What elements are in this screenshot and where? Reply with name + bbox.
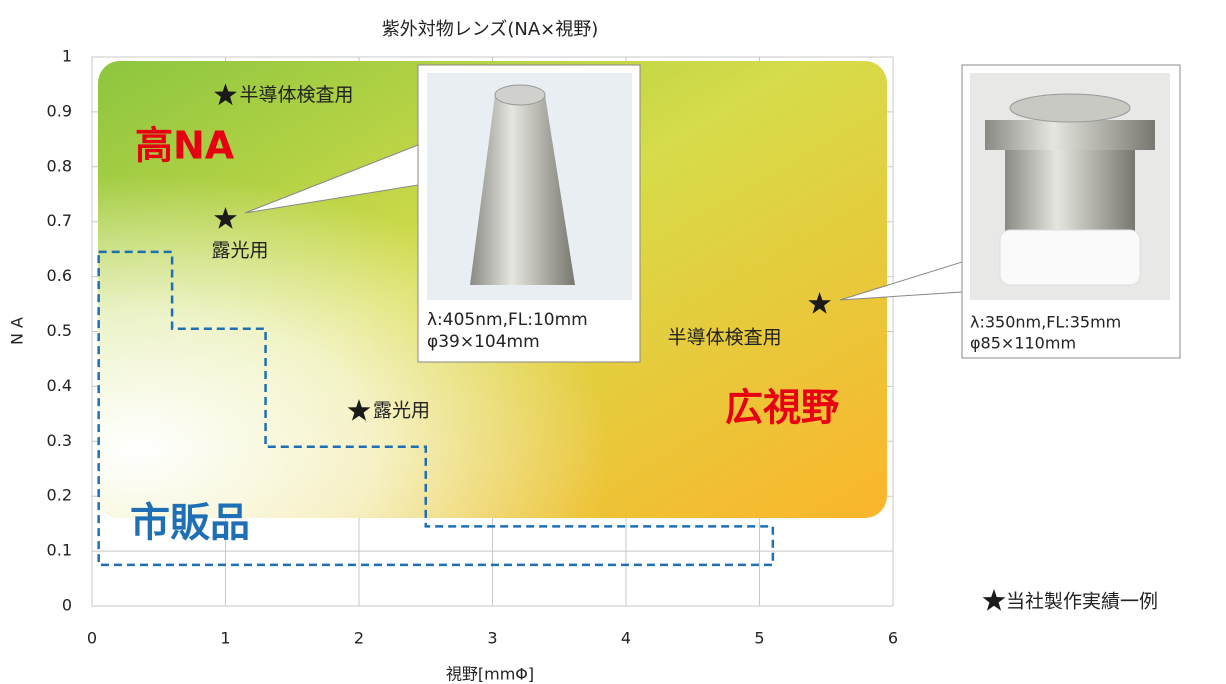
region-label: 市販品 <box>130 500 250 546</box>
y-tick-label: 0 <box>62 596 72 615</box>
y-tick-label: 0.7 <box>47 211 72 230</box>
legend-symbol <box>982 589 1006 611</box>
data-point <box>214 207 237 229</box>
region-label: 高NA <box>135 124 235 168</box>
x-tick-label: 1 <box>220 629 230 648</box>
lens-body <box>470 95 575 285</box>
point-label: 半導体検査用 <box>240 84 354 106</box>
y-tick-label: 0.9 <box>47 101 72 120</box>
x-axis-label: 視野[mmΦ] <box>446 665 534 684</box>
y-tick-label: 0.2 <box>47 486 72 505</box>
x-tick-label: 2 <box>354 629 364 648</box>
lens-base <box>999 229 1141 286</box>
chart-title: 紫外対物レンズ(NA×視野) <box>382 19 599 40</box>
callout-text: λ:405nm,FL:10mm <box>427 310 588 330</box>
commercial-region <box>97 250 775 567</box>
data-point <box>808 292 831 314</box>
point-label: 半導体検査用 <box>668 327 782 349</box>
point-label: 露光用 <box>373 400 430 422</box>
x-tick-label: 5 <box>754 629 764 648</box>
y-tick-label: 0.3 <box>47 431 72 450</box>
x-tick-label: 4 <box>621 629 631 648</box>
lens-top <box>1009 93 1131 123</box>
y-axis-label: N A <box>8 317 27 345</box>
legend-label: 当社製作実績一例 <box>1006 591 1158 613</box>
y-tick-label: 0.5 <box>47 321 72 340</box>
lens-flange <box>985 120 1155 150</box>
callout-box <box>961 64 1181 359</box>
y-tick-label: 0.1 <box>47 541 72 560</box>
x-tick-label: 6 <box>888 629 898 648</box>
lens-top <box>494 84 546 106</box>
y-tick-label: 1 <box>62 47 72 66</box>
x-tick-label: 0 <box>87 629 97 648</box>
callout-text: φ39×104mm <box>427 332 540 352</box>
callout-text: φ85×110mm <box>970 334 1076 353</box>
callout-text: λ:350nm,FL:35mm <box>970 313 1121 332</box>
y-tick-label: 0.6 <box>47 266 72 285</box>
callout-box <box>417 64 641 363</box>
point-label: 露光用 <box>212 239 269 261</box>
x-tick-label: 3 <box>487 629 497 648</box>
legend: 当社製作実績一例 <box>982 589 1158 613</box>
data-point <box>214 83 237 106</box>
data-point <box>347 399 371 421</box>
region-label: 広視野 <box>725 386 839 430</box>
y-tick-label: 0.8 <box>47 156 72 175</box>
y-tick-label: 0.4 <box>47 376 72 395</box>
